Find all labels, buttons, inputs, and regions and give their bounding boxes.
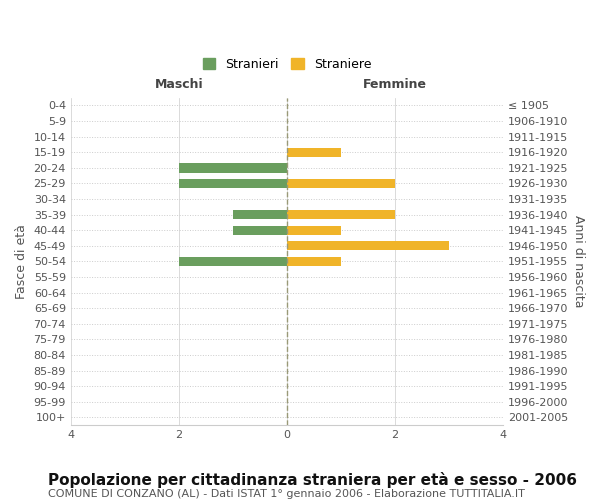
- Bar: [287, 148, 341, 157]
- Text: COMUNE DI CONZANO (AL) - Dati ISTAT 1° gennaio 2006 - Elaborazione TUTTITALIA.IT: COMUNE DI CONZANO (AL) - Dati ISTAT 1° g…: [48, 489, 525, 499]
- Bar: [179, 178, 287, 188]
- Bar: [287, 256, 341, 266]
- Y-axis label: Fasce di età: Fasce di età: [15, 224, 28, 299]
- Bar: [287, 241, 449, 250]
- Text: Popolazione per cittadinanza straniera per età e sesso - 2006: Popolazione per cittadinanza straniera p…: [48, 472, 577, 488]
- Bar: [179, 163, 287, 172]
- Legend: Stranieri, Straniere: Stranieri, Straniere: [203, 58, 371, 71]
- Bar: [179, 256, 287, 266]
- Bar: [233, 210, 287, 220]
- Bar: [287, 178, 395, 188]
- Bar: [233, 226, 287, 235]
- Bar: [287, 226, 341, 235]
- Y-axis label: Anni di nascita: Anni di nascita: [572, 215, 585, 308]
- Text: Maschi: Maschi: [155, 78, 203, 91]
- Text: Femmine: Femmine: [363, 78, 427, 91]
- Bar: [287, 210, 395, 220]
